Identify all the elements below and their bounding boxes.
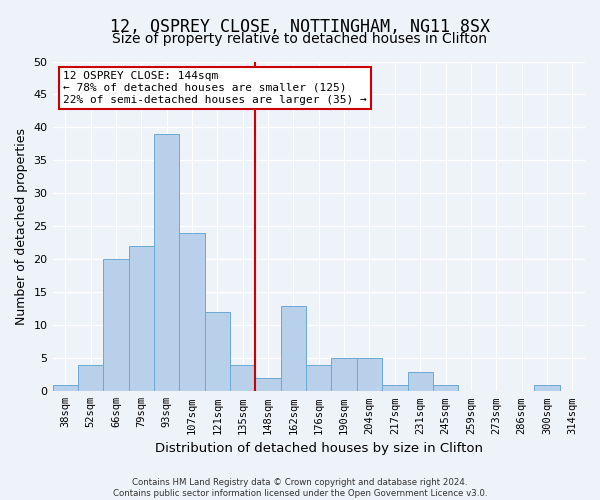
Bar: [331, 358, 357, 392]
Bar: [256, 378, 281, 392]
Bar: [53, 384, 78, 392]
Y-axis label: Number of detached properties: Number of detached properties: [15, 128, 28, 325]
Bar: [306, 365, 331, 392]
Bar: [433, 384, 458, 392]
Text: Contains HM Land Registry data © Crown copyright and database right 2024.
Contai: Contains HM Land Registry data © Crown c…: [113, 478, 487, 498]
Bar: [281, 306, 306, 392]
Bar: [534, 384, 560, 392]
Text: Size of property relative to detached houses in Clifton: Size of property relative to detached ho…: [113, 32, 487, 46]
Bar: [230, 365, 256, 392]
Text: 12 OSPREY CLOSE: 144sqm
← 78% of detached houses are smaller (125)
22% of semi-d: 12 OSPREY CLOSE: 144sqm ← 78% of detache…: [63, 72, 367, 104]
Bar: [357, 358, 382, 392]
Bar: [407, 372, 433, 392]
Text: 12, OSPREY CLOSE, NOTTINGHAM, NG11 8SX: 12, OSPREY CLOSE, NOTTINGHAM, NG11 8SX: [110, 18, 490, 36]
X-axis label: Distribution of detached houses by size in Clifton: Distribution of detached houses by size …: [155, 442, 483, 455]
Bar: [179, 233, 205, 392]
Bar: [103, 260, 128, 392]
Bar: [382, 384, 407, 392]
Bar: [78, 365, 103, 392]
Bar: [205, 312, 230, 392]
Bar: [128, 246, 154, 392]
Bar: [154, 134, 179, 392]
